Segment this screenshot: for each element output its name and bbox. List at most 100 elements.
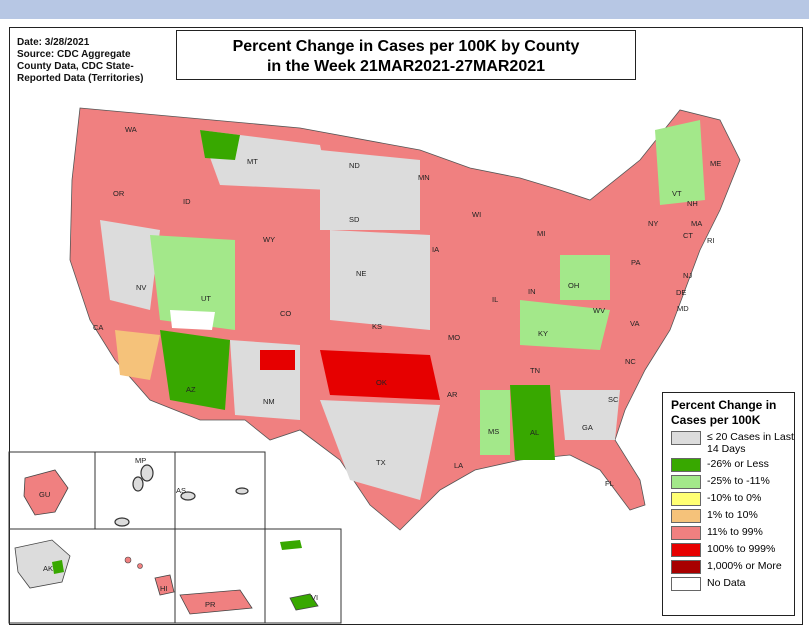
legend-label: 100% to 999% — [707, 543, 776, 555]
territory-label-vi: VI — [311, 593, 318, 602]
state-label-mn: MN — [418, 173, 430, 182]
state-label-nm: NM — [263, 397, 275, 406]
source-line-2: County Data, CDC State- — [17, 61, 134, 72]
hawaii-shape — [154, 574, 175, 596]
territory-label-pr: PR — [205, 600, 216, 609]
state-label-al: AL — [530, 428, 539, 437]
mp-island — [132, 476, 144, 492]
region-patch — [100, 220, 160, 310]
region-patch — [520, 300, 610, 350]
region-patch — [115, 330, 160, 380]
legend-swatch — [671, 526, 701, 540]
source-line-3: Reported Data (Territories) — [17, 73, 144, 84]
legend-label: 1,000% or More — [707, 560, 782, 572]
legend-swatch — [671, 492, 701, 506]
state-label-nd: ND — [349, 161, 360, 170]
state-label-wa: WA — [125, 125, 137, 134]
legend-title-line-1: Percent Change in — [671, 398, 777, 412]
state-label-ne: NE — [356, 269, 366, 278]
region-patch — [160, 330, 230, 410]
state-label-tx: TX — [376, 458, 386, 467]
state-label-ny: NY — [648, 219, 658, 228]
legend-item: -10% to 0% — [671, 492, 794, 506]
inset-vi — [264, 528, 342, 624]
guam-shape — [23, 469, 69, 516]
state-label-az: AZ — [186, 385, 196, 394]
hawaii-island — [137, 563, 143, 569]
title-line-1: Percent Change in Cases per 100K by Coun… — [232, 38, 580, 55]
state-label-fl: FL — [605, 479, 614, 488]
state-label-ct: CT — [683, 231, 693, 240]
state-label-ok: OK — [376, 378, 387, 387]
state-label-nc: NC — [625, 357, 636, 366]
state-label-me: ME — [710, 159, 721, 168]
date-text: Date: 3/28/2021 — [17, 37, 90, 48]
region-patch — [170, 310, 215, 330]
state-label-md: MD — [677, 304, 689, 313]
territory-label-gu: GU — [39, 490, 50, 499]
legend-item: 1% to 10% — [671, 509, 794, 523]
state-label-ks: KS — [372, 322, 382, 331]
state-label-de: DE — [676, 288, 686, 297]
legend-items: ≤ 20 Cases in Last 14 Days -26% or Less -2… — [663, 431, 794, 591]
state-labels: WA OR CA NV ID MT WY UT AZ NM CO ND SD N… — [39, 125, 721, 609]
alaska-patch — [52, 560, 64, 574]
region-patch — [330, 230, 430, 330]
region-patch — [510, 385, 555, 460]
legend-item: 1,000% or More — [671, 560, 794, 574]
state-label-ky: KY — [538, 329, 548, 338]
legend-label: 1% to 10% — [707, 509, 758, 521]
legend-item: 11% to 99% — [671, 526, 794, 540]
legend-swatch — [671, 431, 701, 445]
state-label-or: OR — [113, 189, 125, 198]
legend-label: -10% to 0% — [707, 492, 762, 504]
state-label-mo: MO — [448, 333, 460, 342]
legend: Percent Change in Cases per 100K ≤ 20 Ca… — [662, 392, 795, 616]
top-banner — [0, 0, 809, 19]
puerto-rico-shape — [179, 589, 253, 615]
state-label-tn: TN — [530, 366, 540, 375]
state-label-nj: NJ — [683, 271, 692, 280]
legend-swatch — [671, 543, 701, 557]
region-patch — [260, 350, 295, 370]
state-label-ut: UT — [201, 294, 211, 303]
state-label-wy: WY — [263, 235, 275, 244]
legend-label: No Data — [707, 577, 746, 589]
state-label-ri: RI — [707, 236, 715, 245]
state-label-ar: AR — [447, 390, 458, 399]
map-title: Percent Change in Cases per 100K by Coun… — [176, 30, 636, 80]
region-patch — [200, 130, 240, 160]
title-line-2: in the Week 21MAR2021-27MAR2021 — [266, 58, 546, 75]
state-label-ca: CA — [93, 323, 103, 332]
legend-label: -26% or Less — [707, 458, 769, 470]
legend-label: -25% to -11% — [707, 475, 770, 487]
state-label-ga: GA — [582, 423, 593, 432]
territory-label-mp: MP — [135, 456, 146, 465]
source-note: Date: 3/28/2021 Source: CDC Aggregate Co… — [17, 37, 144, 85]
state-label-oh: OH — [568, 281, 579, 290]
state-label-sd: SD — [349, 215, 360, 224]
state-label-ms: MS — [488, 427, 499, 436]
state-label-wi: WI — [472, 210, 481, 219]
territory-label-hi: HI — [160, 584, 168, 593]
legend-swatch — [671, 560, 701, 574]
state-label-mi: MI — [537, 229, 545, 238]
state-label-id: ID — [183, 197, 191, 206]
legend-item: No Data — [671, 577, 794, 591]
mp-island — [140, 464, 154, 482]
legend-swatch — [671, 475, 701, 489]
state-label-co: CO — [280, 309, 291, 318]
state-label-ma: MA — [691, 219, 702, 228]
as-island — [235, 487, 249, 495]
mp-island — [114, 517, 130, 527]
region-patch — [480, 390, 510, 455]
legend-swatch — [671, 458, 701, 472]
vi-island — [280, 540, 302, 550]
state-label-il: IL — [492, 295, 498, 304]
inset-as — [174, 451, 266, 530]
territory-label-as: AS — [176, 486, 186, 495]
legend-item: ≤ 20 Cases in Last 14 Days — [671, 431, 794, 455]
state-label-nv: NV — [136, 283, 146, 292]
state-label-la: LA — [454, 461, 463, 470]
